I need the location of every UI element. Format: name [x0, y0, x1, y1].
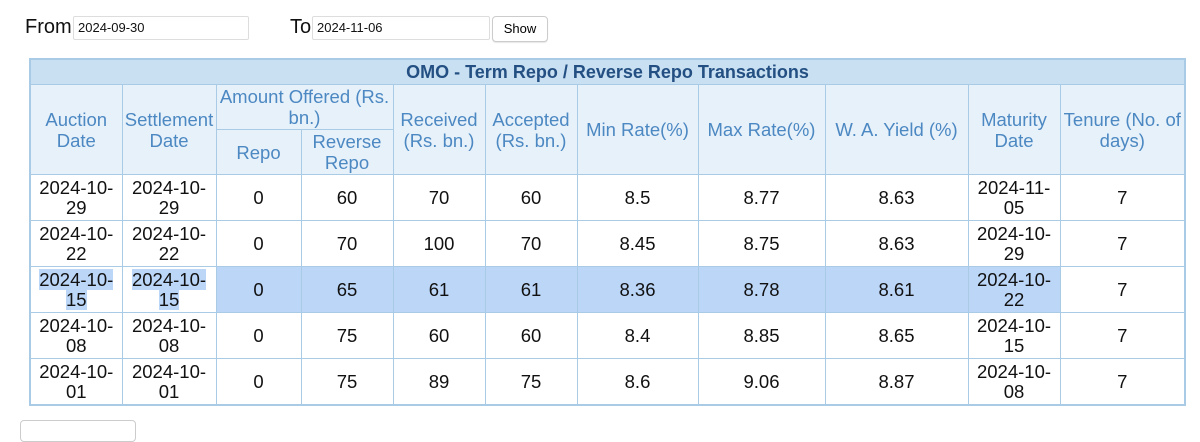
table-cell: 2024-10-08 [29, 312, 123, 359]
table-cell: 89 [392, 358, 486, 406]
table-cell: 70 [392, 174, 486, 221]
cell-text: 2024-10-01 [131, 360, 207, 402]
header: Repo [215, 129, 302, 175]
table-cell: 70 [300, 220, 394, 267]
table-cell: 2024-10-15 [121, 266, 217, 313]
cell-text: 2024-10-29 [39, 176, 114, 218]
table-cell: 8.78 [697, 266, 826, 313]
export-button[interactable] [20, 420, 136, 442]
cell-text: 2024-10-08 [131, 314, 207, 356]
table-cell: 75 [300, 358, 394, 406]
table-cell: 2024-10-01 [29, 358, 123, 406]
table-cell: 8.45 [576, 220, 699, 267]
to-input[interactable]: 2024-11-06 [312, 16, 490, 40]
table-cell: 2024-10-15 [29, 266, 123, 313]
table-cell: 100 [392, 220, 486, 267]
table-cell: 8.85 [697, 312, 826, 359]
header: Tenure (No. of days) [1059, 84, 1186, 175]
table-cell: 8.63 [824, 174, 969, 221]
table-cell: 7 [1059, 266, 1186, 313]
header: Min Rate(%) [576, 84, 699, 175]
cell-text: 2024-10-15 [131, 268, 207, 310]
show-button[interactable]: Show [492, 16, 548, 42]
table-row[interactable]: 2024-10-22 2024-10-22 0 70 100 70 8.45 8.75 8.63… [29, 220, 1186, 267]
table-cell: 61 [484, 266, 578, 313]
cell-text: 2024-10-22 [131, 222, 207, 264]
table-cell: 8.65 [824, 312, 969, 359]
table-cell: 2024-10-29 [29, 174, 123, 221]
header: W. A. Yield (%) [824, 84, 969, 175]
table-cell: 7 [1059, 174, 1186, 221]
table-cell: 8.61 [824, 266, 969, 313]
table-cell: 7 [1059, 312, 1186, 359]
to-label: To [290, 16, 312, 38]
table-cell: 0 [215, 174, 302, 221]
table-cell: 60 [300, 174, 394, 221]
table-cell: 60 [392, 312, 486, 359]
table-row[interactable]: 2024-10-29 2024-10-29 0 60 70 60 8.5 8.77 8.63 20… [29, 174, 1186, 221]
table-cell: 2024-10-08 [967, 358, 1061, 406]
cell-text: 2024-10-01 [39, 360, 114, 402]
from-label: From [25, 16, 72, 38]
cell-text: 2024-10-29 [131, 176, 207, 218]
table-cell: 8.87 [824, 358, 969, 406]
table-cell: 0 [215, 220, 302, 267]
page: From 2024-09-30 To 2024-11-06 Show OMO -… [20, 16, 1187, 442]
table-cell: 8.6 [576, 358, 699, 406]
table-cell: 0 [215, 266, 302, 313]
table-cell: 60 [484, 312, 578, 359]
table-cell: 2024-10-22 [967, 266, 1061, 313]
table-cell: 8.75 [697, 220, 826, 267]
table-cell: 2024-10-22 [29, 220, 123, 267]
header: Auction Date [29, 84, 123, 175]
table-row[interactable]: 2024-10-15 2024-10-15 0 65 61 61 8.36 8.78 8.61 2… [29, 266, 1186, 313]
table-cell: 7 [1059, 358, 1186, 406]
header: Received (Rs. bn.) [392, 84, 486, 175]
table-cell: 2024-10-08 [121, 312, 217, 359]
from-input[interactable]: 2024-09-30 [73, 16, 249, 40]
table-cell: 8.4 [576, 312, 699, 359]
table-row[interactable]: 2024-10-01 2024-10-01 0 75 89 75 8.6 9.06 8.87 20… [29, 358, 1186, 406]
table-cell: 8.36 [576, 266, 699, 313]
table-cell: 8.63 [824, 220, 969, 267]
table-cell: 8.5 [576, 174, 699, 221]
cell-text: 2024-10-08 [39, 314, 114, 356]
table-cell: 2024-10-22 [121, 220, 217, 267]
table-cell: 2024-10-29 [967, 220, 1061, 267]
table-cell: 8.77 [697, 174, 826, 221]
table-cell: 70 [484, 220, 578, 267]
table-cell: 60 [484, 174, 578, 221]
table-cell: 7 [1059, 220, 1186, 267]
table-cell: 75 [484, 358, 578, 406]
table-cell: 65 [300, 266, 394, 313]
header: Maturity Date [967, 84, 1061, 175]
header: Settlement Date [121, 84, 217, 175]
table-body: 2024-10-29 2024-10-29 0 60 70 60 8.5 8.77 8.63 20… [29, 174, 1186, 406]
header: Reverse Repo [300, 129, 394, 175]
table-cell: 9.06 [697, 358, 826, 406]
table-cell: 75 [300, 312, 394, 359]
omo-table: OMO - Term Repo / Reverse Repo Transacti… [29, 58, 1187, 406]
table-cell: 2024-10-29 [121, 174, 217, 221]
table-cell: 2024-10-15 [967, 312, 1061, 359]
table-cell: 2024-10-01 [121, 358, 217, 406]
header: Accepted (Rs. bn.) [484, 84, 578, 175]
table-cell: 0 [215, 312, 302, 359]
table-row[interactable]: 2024-10-08 2024-10-08 0 75 60 60 8.4 8.85 8.65 20… [29, 312, 1186, 359]
table-cell: 0 [215, 358, 302, 406]
table-cell: 61 [392, 266, 486, 313]
header: Max Rate(%) [697, 84, 826, 175]
cell-text: 2024-10-22 [39, 222, 114, 264]
header: Amount Offered (Rs. bn.) [215, 84, 394, 130]
cell-text: 2024-10-15 [39, 268, 114, 310]
table-title: OMO - Term Repo / Reverse Repo Transacti… [29, 58, 1186, 85]
table-cell: 2024-11-05 [967, 174, 1061, 221]
